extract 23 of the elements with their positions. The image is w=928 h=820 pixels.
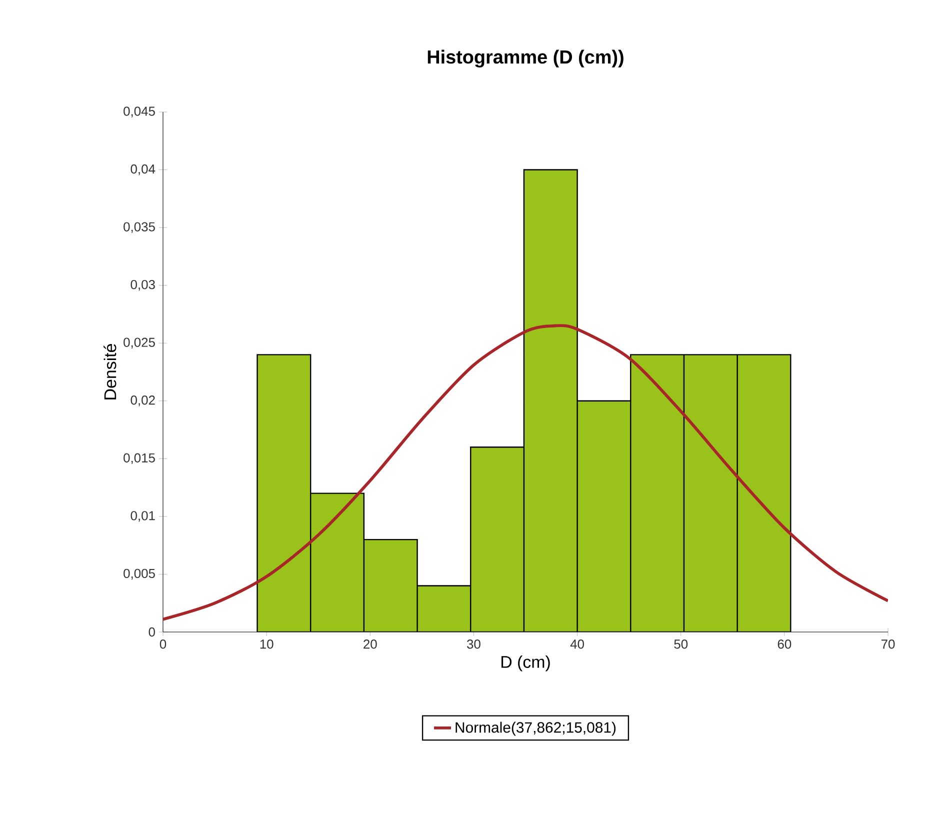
x-tick-label: 20 bbox=[364, 640, 377, 649]
y-axis-title: Densité bbox=[104, 344, 116, 400]
line-series bbox=[163, 324, 888, 621]
legend-label: Normale(37,862;15,081) bbox=[456, 722, 616, 736]
y-tick-label: 0,045 bbox=[124, 106, 155, 118]
y-tick-label: 0 bbox=[148, 627, 155, 637]
x-tick-label: 40 bbox=[570, 640, 584, 649]
y-tick-label: 0,035 bbox=[124, 222, 155, 233]
x-tick-label: 30 bbox=[467, 640, 480, 649]
x-tick-label: 0 bbox=[160, 640, 166, 649]
y-tick-label: 0,02 bbox=[130, 396, 155, 406]
x-tick-label: 70 bbox=[881, 640, 895, 649]
y-tick-label: 0,01 bbox=[130, 511, 155, 522]
y-tick-label: 0,015 bbox=[124, 453, 155, 464]
y-tick-label: 0,025 bbox=[124, 338, 155, 348]
y-tick-label: 0,03 bbox=[130, 280, 155, 291]
x-axis-title: D (cm) bbox=[502, 656, 550, 672]
x-tick-label: 60 bbox=[778, 640, 792, 649]
chart-title: Histogramme (D (cm)) bbox=[428, 50, 624, 68]
y-tick-label: 0,04 bbox=[130, 164, 156, 176]
x-tick-label: 50 bbox=[674, 640, 688, 649]
x-tick-label: 10 bbox=[260, 640, 274, 649]
y-tick-label: 0,005 bbox=[124, 568, 155, 580]
